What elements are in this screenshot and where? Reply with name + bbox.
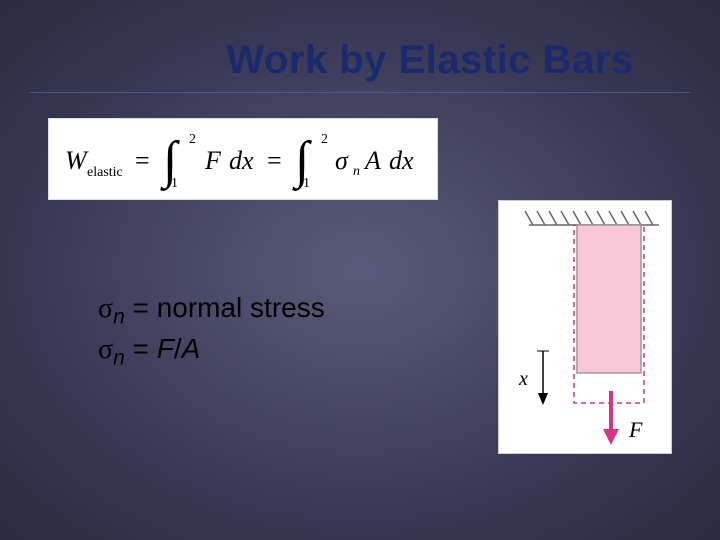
force-label: F	[628, 417, 643, 442]
formula-W: W	[65, 146, 89, 175]
def2-eq: =	[125, 333, 157, 364]
diagram-svg: x F	[499, 201, 673, 455]
formula-eq2: =	[267, 146, 282, 175]
force-arrow: F	[603, 391, 643, 445]
def2-slash: /	[174, 333, 182, 364]
x-axis-arrow: x	[518, 351, 549, 405]
formula-F: F	[204, 146, 222, 175]
page-title: Work by Elastic Bars	[226, 38, 633, 82]
formula-int1-upper: 2	[189, 132, 196, 147]
formula-dx1: dx	[229, 146, 254, 175]
sigma-sub-2: n	[113, 346, 125, 369]
formula-sigma: σ	[335, 146, 349, 175]
formula-A: A	[363, 146, 381, 175]
def2-F: F	[157, 333, 174, 364]
def1-text: = normal stress	[125, 292, 325, 323]
formula-W-sub: elastic	[87, 165, 123, 180]
definition-line-2: σn = F/A	[98, 331, 325, 372]
definition-line-1: σn = normal stress	[98, 290, 325, 331]
def2-A: A	[182, 333, 201, 364]
formula-int2-lower: 1	[303, 176, 310, 191]
formula-dx2: dx	[389, 146, 414, 175]
formula-int2-upper: 2	[321, 132, 328, 147]
x-label: x	[518, 368, 528, 390]
formula-box: W elastic = ∫ 2 1 F dx = ∫ 2 1 σ n A dx	[48, 118, 438, 200]
sigma-symbol-1: σ	[98, 293, 113, 324]
ceiling-hatch	[525, 211, 659, 225]
elastic-bar-diagram: x F	[498, 200, 672, 454]
sigma-symbol-2: σ	[98, 334, 113, 365]
formula-int1-lower: 1	[171, 176, 178, 191]
bar-body	[577, 225, 641, 373]
definitions-block: σn = normal stress σn = F/A	[98, 290, 325, 372]
formula-equation: W elastic = ∫ 2 1 F dx = ∫ 2 1 σ n A dx	[63, 129, 423, 191]
title-underline	[30, 92, 690, 93]
formula-eq1: =	[135, 146, 150, 175]
sigma-sub-1: n	[113, 306, 125, 329]
formula-sigma-sub: n	[353, 164, 360, 179]
